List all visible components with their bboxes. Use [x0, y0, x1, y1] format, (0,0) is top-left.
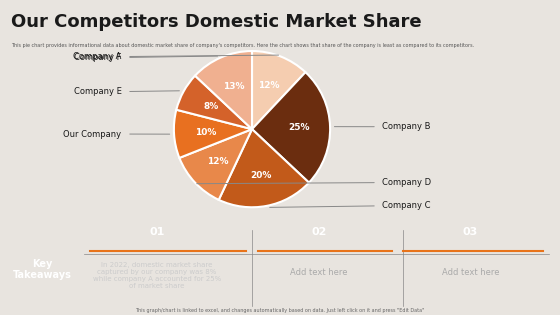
Text: Company C: Company C: [382, 201, 431, 210]
Wedge shape: [176, 76, 252, 129]
Text: Our Company: Our Company: [63, 129, 122, 139]
Text: Company B: Company B: [382, 122, 431, 131]
Text: 12%: 12%: [207, 157, 228, 166]
Wedge shape: [219, 129, 309, 207]
Text: 10%: 10%: [194, 128, 216, 137]
Text: 25%: 25%: [288, 123, 310, 132]
Text: 12%: 12%: [259, 81, 280, 90]
Wedge shape: [252, 51, 305, 129]
Wedge shape: [174, 110, 252, 158]
Text: Company E: Company E: [74, 87, 122, 96]
Text: Company A: Company A: [73, 52, 122, 61]
Wedge shape: [252, 72, 330, 183]
Wedge shape: [179, 129, 252, 200]
Text: Our Competitors Domestic Market Share: Our Competitors Domestic Market Share: [11, 13, 422, 31]
Text: In 2022, domestic market share
captured by our company was 8%
while company A ac: In 2022, domestic market share captured …: [92, 262, 221, 289]
Text: This pie chart provides informational data about domestic market share of compan: This pie chart provides informational da…: [11, 43, 474, 48]
Text: 02: 02: [311, 227, 327, 237]
Text: Add text here: Add text here: [442, 268, 499, 277]
Text: 13%: 13%: [223, 82, 244, 91]
Text: This graph/chart is linked to excel, and changes automatically based on data. Ju: This graph/chart is linked to excel, and…: [136, 308, 424, 313]
Text: 20%: 20%: [250, 171, 272, 180]
Text: Key
Takeaways: Key Takeaways: [12, 259, 72, 280]
Wedge shape: [195, 51, 252, 129]
Text: 03: 03: [463, 227, 478, 237]
Text: 01: 01: [149, 227, 165, 237]
Text: Company F: Company F: [74, 53, 122, 62]
Text: Add text here: Add text here: [291, 268, 348, 277]
Text: 8%: 8%: [203, 102, 218, 111]
Text: Company D: Company D: [382, 178, 432, 187]
